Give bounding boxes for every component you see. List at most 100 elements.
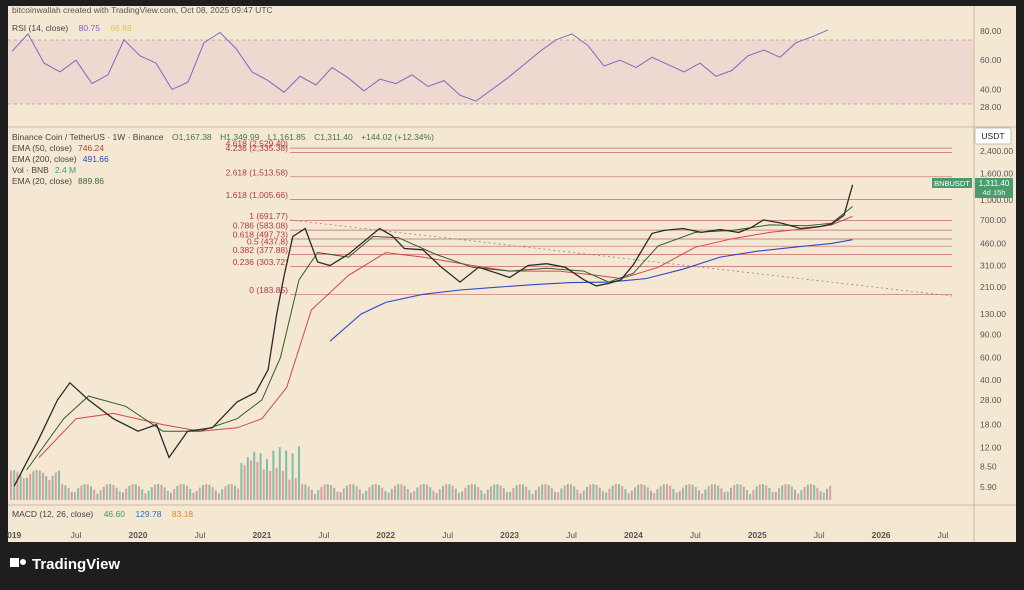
- volume-bar: [736, 484, 739, 500]
- volume-bar: [93, 489, 96, 500]
- volume-bar: [208, 484, 211, 500]
- symbol-badge: [932, 178, 972, 188]
- volume-bar: [48, 479, 51, 500]
- macd-label: MACD (12, 26, close): [12, 509, 93, 519]
- volume-bar: [790, 486, 793, 500]
- fib-level-label: 0.382 (377.88): [233, 245, 288, 255]
- volume-bar: [384, 491, 387, 500]
- volume-bar: [723, 492, 726, 500]
- volume-bar: [32, 471, 35, 500]
- volume-bar: [448, 484, 451, 500]
- volume-bar: [77, 488, 80, 500]
- volume-bar: [467, 485, 470, 500]
- volume-bar: [150, 487, 153, 500]
- volume-bar: [29, 473, 32, 500]
- volume-bar: [365, 490, 368, 500]
- volume-bar: [742, 486, 745, 500]
- volume-bar: [413, 491, 416, 500]
- symbol-legend: Binance Coin / TetherUS · 1W · Binance O…: [12, 127, 434, 144]
- volume-bar: [400, 484, 403, 500]
- price-tick-label: 60.00: [980, 352, 1002, 362]
- price-tick-label: 1,000.00: [980, 195, 1013, 205]
- fib-level-label: 1.618 (1,005.66): [226, 190, 289, 200]
- volume-bar: [589, 484, 592, 500]
- volume-bar: [349, 484, 352, 500]
- volume-bar: [541, 484, 544, 500]
- price-tick-label: 310.00: [980, 261, 1006, 271]
- volume-bar: [170, 492, 172, 500]
- volume-bar: [269, 471, 272, 500]
- volume-bar: [470, 484, 473, 500]
- volume-bar: [669, 485, 672, 500]
- volume-bar: [90, 486, 92, 500]
- volume-bar: [758, 484, 761, 500]
- volume-bar: [691, 484, 694, 500]
- volume-bar: [266, 459, 268, 500]
- volume-bar: [346, 485, 348, 500]
- volume-bar: [237, 488, 240, 500]
- time-tick-label: 2021: [252, 530, 271, 540]
- fib-level-label: 0 (183.85): [249, 285, 288, 295]
- volume-bar: [144, 493, 147, 500]
- tradingview-logo[interactable]: TradingView: [10, 556, 120, 573]
- volume-bar: [464, 487, 467, 500]
- volume-bar: [717, 485, 720, 500]
- price-tick-label: 8.50: [980, 462, 997, 472]
- volume-bar: [624, 489, 627, 500]
- price-badge: [975, 178, 1013, 198]
- volume-bar: [154, 484, 156, 500]
- volume-bar: [275, 467, 278, 500]
- volume-bar: [509, 491, 512, 500]
- volume-bar: [538, 486, 540, 500]
- volume-bar: [486, 489, 489, 500]
- fib-level-label: 2.618 (1,513.58): [226, 167, 289, 177]
- price-tick-label: 460.00: [980, 238, 1006, 248]
- volume-bar: [605, 492, 608, 500]
- volume-bar: [534, 490, 537, 500]
- volume-bar: [179, 484, 182, 500]
- legend-volume: Vol · BNB 2.4 M: [12, 165, 76, 175]
- volume-bar: [621, 486, 624, 500]
- volume-bar: [454, 488, 457, 500]
- volume-bar: [80, 485, 83, 500]
- volume-bar: [579, 493, 582, 500]
- volume-bar: [797, 493, 800, 500]
- volume-bar: [442, 486, 444, 500]
- volume-bar: [749, 493, 752, 500]
- volume-bar: [512, 488, 515, 500]
- fib-level-label: 0.5 (437.8): [247, 237, 288, 247]
- logo-dot-icon: [20, 559, 26, 565]
- time-tick-label: 2024: [624, 530, 643, 540]
- volume-bar: [102, 486, 105, 500]
- volume-bar: [211, 487, 214, 500]
- currency-box[interactable]: [974, 127, 1012, 145]
- price-badge-value: 1,311.40: [979, 179, 1010, 188]
- volume-bar: [227, 484, 230, 500]
- volume-bar: [560, 488, 563, 500]
- fib-level-label: 4.236 (2,335.38): [226, 143, 289, 153]
- rsi-ma-value: 66.88: [110, 23, 132, 33]
- volume-bar: [323, 484, 326, 500]
- volume-bar: [336, 491, 339, 500]
- volume-bar: [499, 485, 502, 500]
- volume-bar: [138, 486, 140, 500]
- volume-bar: [714, 484, 716, 500]
- volume-bar: [42, 472, 44, 500]
- volume-bar: [134, 484, 137, 500]
- logo-icon: [10, 558, 19, 567]
- volume-bar: [461, 491, 464, 500]
- volume-bar: [326, 484, 329, 500]
- volume-bar: [813, 485, 816, 500]
- volume-bar: [333, 487, 336, 500]
- volume-bar: [707, 486, 710, 500]
- volume-bar: [368, 487, 371, 500]
- time-tick-label: Jul: [690, 530, 701, 540]
- macd-v1: 46.60: [104, 509, 126, 519]
- volume-bar: [397, 484, 400, 500]
- volume-bar: [774, 492, 777, 500]
- fib-level-label: 1 (691.77): [249, 211, 288, 221]
- macd-v2: 129.78: [135, 509, 161, 519]
- volume-bar: [781, 485, 784, 500]
- volume-bar: [125, 488, 128, 500]
